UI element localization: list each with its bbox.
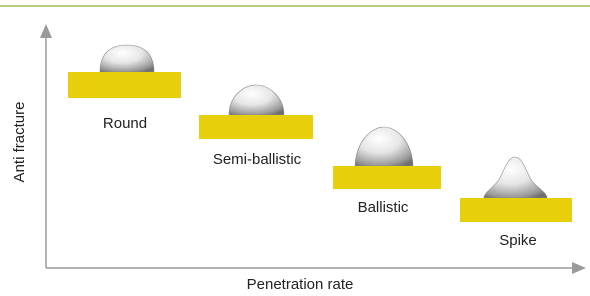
y-arrow [40, 24, 52, 38]
plate [333, 166, 441, 189]
dome [229, 85, 284, 115]
x-axis-label: Penetration rate [247, 276, 354, 293]
item: Spike [460, 157, 572, 249]
y-axis-label: Anti fracture [11, 102, 28, 183]
item: Semi-ballistic [199, 85, 313, 168]
x-arrow [572, 262, 586, 274]
dome [355, 127, 413, 166]
item-label: Round [103, 115, 147, 132]
dome [100, 45, 154, 72]
dome [484, 157, 547, 198]
item-label: Ballistic [358, 199, 409, 216]
item-label: Semi-ballistic [213, 151, 302, 168]
plate [68, 72, 181, 98]
item: Round [68, 45, 181, 132]
plate [460, 198, 572, 222]
item-label: Spike [499, 232, 537, 249]
diagram: Anti fracture Penetration rate Round Sem… [0, 0, 590, 296]
item: Ballistic [333, 127, 441, 216]
plate [199, 115, 313, 139]
